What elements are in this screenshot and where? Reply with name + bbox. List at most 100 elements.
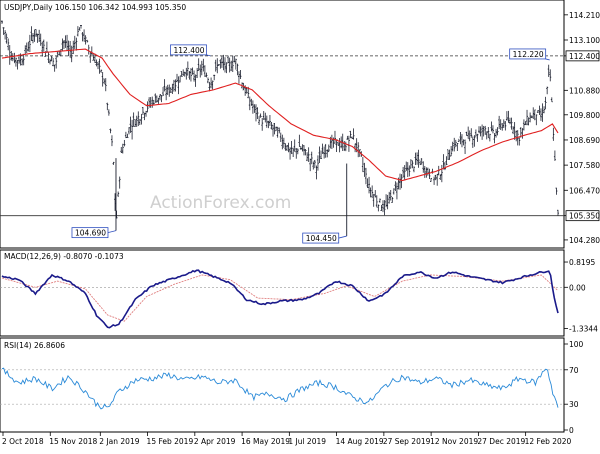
price-bar: [479, 126, 482, 137]
price-bar: [529, 112, 532, 123]
price-bar: [338, 138, 341, 153]
price-bar: [504, 121, 507, 131]
price-bar: [436, 174, 439, 186]
price-bar: [69, 40, 72, 58]
price-bar: [430, 177, 433, 182]
price-bar: [295, 148, 298, 159]
price-bar: [450, 146, 453, 157]
price-tick-label: 112.400: [569, 52, 600, 61]
price-bar: [49, 58, 52, 65]
price-bar: [526, 109, 529, 126]
price-bar: [547, 64, 550, 77]
price-bar: [386, 194, 389, 210]
macd-panel: [0, 249, 565, 337]
price-bar: [104, 78, 107, 92]
annotation-label: 104.690: [75, 229, 106, 238]
moving-average-line: [1, 48, 559, 182]
price-bar: [47, 52, 50, 64]
price-bar: [120, 146, 123, 153]
price-bar: [349, 130, 352, 139]
price-bar: [79, 25, 82, 29]
price-bar: [95, 59, 98, 67]
price-bar: [552, 127, 555, 141]
price-bar: [405, 161, 408, 172]
price-bar: [324, 143, 327, 158]
price-bar: [169, 87, 172, 94]
price-bar: [179, 75, 182, 83]
price-bar: [391, 197, 394, 203]
price-tick-label: 113.100: [569, 36, 600, 45]
price-bar: [267, 120, 270, 129]
price-bar: [70, 45, 73, 63]
macd-signal-line: [1, 274, 559, 322]
price-bar: [21, 58, 24, 66]
price-bar: [76, 26, 79, 37]
price-bar: [474, 129, 477, 137]
price-bar: [253, 104, 256, 113]
price-bar: [555, 187, 558, 195]
macd-lines: [1, 269, 559, 329]
price-bar: [193, 70, 196, 82]
price-bar: [538, 105, 541, 115]
x-tick-label: 12 Nov 2019: [430, 437, 478, 446]
price-bar: [189, 68, 192, 82]
price-bar: [434, 174, 437, 181]
price-tick-label: 108.690: [569, 136, 600, 145]
macd-title: MACD(12,26,9) -0.8070 -0.1073: [4, 252, 124, 261]
price-bar: [222, 54, 225, 71]
price-bar: [447, 149, 450, 160]
price-bar: [445, 156, 448, 166]
price-bar: [361, 157, 364, 173]
price-bar: [123, 139, 126, 147]
price-bar: [256, 107, 259, 120]
macd-main-line: [1, 269, 559, 329]
macd-axis: 0.8195 0.00 -1.3344: [564, 258, 598, 333]
price-bar: [513, 122, 516, 140]
price-bar: [419, 160, 422, 166]
price-bar: [52, 57, 55, 67]
price-bar: [250, 98, 253, 106]
price-tick-label: 114.210: [569, 11, 600, 20]
price-bar: [512, 126, 515, 135]
rsi-tick-label: 30: [569, 400, 579, 409]
price-bar: [278, 127, 281, 134]
price-bar: [363, 162, 366, 177]
rsi-tick-label: 70: [569, 366, 579, 375]
price-bar: [312, 161, 315, 170]
price-bar: [307, 147, 310, 162]
price-bar: [364, 167, 367, 185]
price-bar: [369, 187, 372, 198]
price-bar: [97, 62, 100, 70]
price-bar: [53, 64, 56, 72]
price-bar: [374, 190, 377, 198]
price-bar: [507, 110, 510, 123]
price-bar: [399, 173, 402, 190]
price-bar: [543, 106, 546, 114]
price-bar: [498, 115, 501, 130]
price-bar: [24, 45, 27, 55]
price-bar: [553, 150, 556, 161]
price-bar: [90, 46, 93, 55]
price-bar: [290, 140, 293, 155]
annotation-label: 112.400: [174, 46, 205, 55]
price-bar: [258, 116, 261, 126]
price-bar: [499, 119, 502, 130]
price-bar: [395, 182, 398, 200]
price-bar: [281, 134, 284, 150]
annotation-leader: [107, 230, 117, 234]
price-tick-box: [565, 210, 600, 222]
price-bar: [56, 50, 59, 58]
price-bar: [110, 135, 113, 147]
annotation-box: [170, 44, 207, 56]
price-tick-label: 107.580: [569, 161, 600, 170]
price-bar: [368, 176, 371, 194]
price-tick-label: 105.350: [569, 212, 600, 221]
price-bar: [296, 148, 299, 155]
price-bar: [265, 115, 268, 128]
price-bar: [264, 112, 267, 123]
price-bar: [117, 191, 120, 198]
price-bar: [451, 141, 454, 152]
price-bar: [502, 119, 505, 128]
price-bar: [98, 58, 101, 74]
price-bar: [377, 204, 380, 212]
